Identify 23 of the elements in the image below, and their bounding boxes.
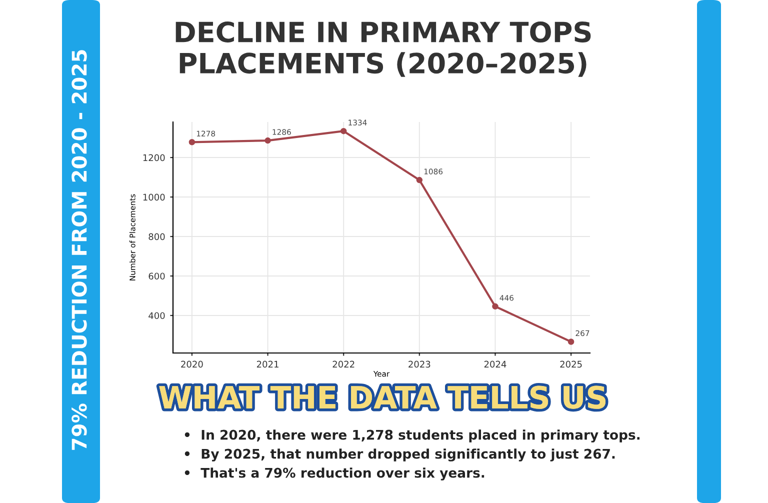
x-tick-label: 2021	[256, 360, 278, 368]
y-tick-label: 800	[148, 233, 165, 240]
y-tick-label: 600	[148, 272, 165, 280]
x-tick-label: 2024	[484, 360, 506, 368]
text: 79% REDUCTION FROM 2020 - 2025	[72, 50, 87, 450]
x-tick-label: 2023	[408, 360, 430, 368]
y-tick-label: 1200	[143, 154, 165, 162]
y-tick-label: 400	[148, 312, 165, 320]
x-tick-label: 2025	[560, 360, 582, 368]
point	[492, 303, 498, 310]
text: • By 2025, that number dropped significantly to just 267.	[184, 448, 615, 462]
chart-title: DECLINE IN PRIMARY TOPS PLACEMENTS (2020–2025)	[176, 21, 591, 77]
x-tick-label: 2022	[332, 360, 354, 368]
point	[264, 137, 271, 144]
point	[416, 176, 423, 184]
point	[340, 128, 347, 134]
point	[568, 338, 574, 345]
point	[188, 139, 196, 146]
text: WHAT THE DATA TELLS US	[159, 386, 606, 409]
text: • In 2020, there were 1,278 students placed in primary tops.	[184, 430, 640, 442]
text: • That's a 79% reduction over six years.	[184, 468, 484, 480]
x-tick-label: 2020	[181, 360, 203, 368]
y-tick-label: 1000	[143, 194, 165, 201]
